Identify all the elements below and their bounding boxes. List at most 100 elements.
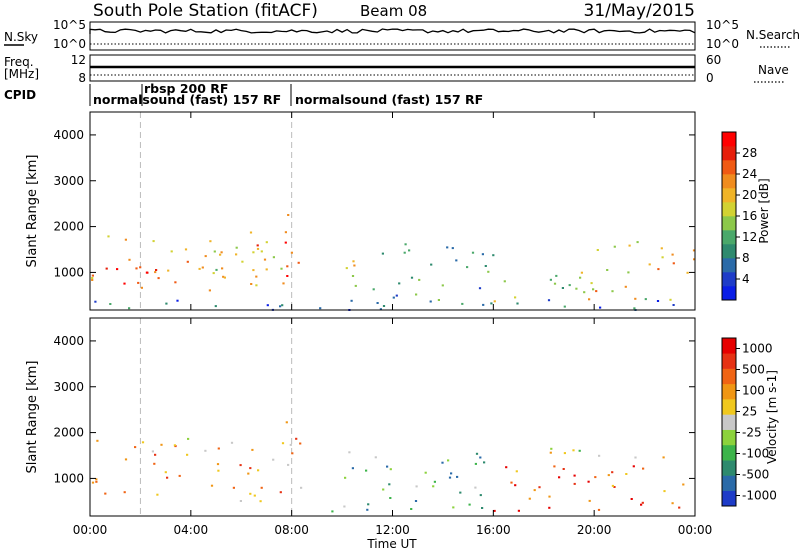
data-cell: [493, 509, 496, 512]
velocity-colorbar: 1000 500 100 25 -25 -100 -500 -1000: [721, 337, 777, 507]
data-cell: [682, 483, 685, 486]
data-cell: [441, 284, 444, 287]
data-cell: [350, 299, 353, 302]
data-cell: [613, 486, 616, 488]
data-cell: [257, 469, 260, 472]
data-cell: [241, 260, 244, 263]
data-cell: [263, 258, 267, 261]
data-cell: [165, 302, 168, 305]
data-cell: [461, 302, 464, 305]
cpid-segment-1: normalsound (fast) 157 RF: [93, 92, 281, 107]
data-cell: [389, 497, 392, 499]
colorbar-swatch: [722, 490, 736, 507]
data-cell: [167, 269, 170, 272]
data-cell: [450, 472, 453, 475]
data-cell: [208, 289, 211, 292]
data-cell: [372, 288, 375, 291]
data-cell: [459, 491, 462, 494]
nave-tick-top: 60: [706, 53, 721, 67]
colorbar-tick-label: -1000: [742, 489, 777, 503]
data-cell: [247, 472, 250, 475]
data-cell: [287, 214, 290, 216]
velocity-plot-area: [90, 318, 695, 516]
cpid-segment-3: normalsound (fast) 157 RF: [295, 92, 483, 107]
data-cell: [642, 467, 645, 470]
data-cell: [686, 271, 689, 274]
data-cell: [671, 502, 674, 505]
data-cell: [281, 442, 285, 445]
data-cell: [514, 484, 517, 487]
data-cell: [230, 441, 234, 444]
data-cell: [279, 305, 282, 308]
x-tick-label: 08:00: [274, 523, 309, 537]
colorbar-swatch: [722, 429, 736, 446]
data-cell: [265, 241, 268, 244]
data-cell: [410, 276, 414, 279]
colorbar-tick-label: 20: [742, 188, 757, 202]
data-cell: [286, 265, 289, 268]
x-tick-label: 12:00: [375, 523, 410, 537]
power-panel: 1000 2000 3000 4000 Slant Range [km] 4 8 12 16…: [25, 111, 771, 311]
data-cell: [209, 240, 212, 243]
data-cell: [588, 499, 591, 502]
data-cell: [468, 503, 471, 506]
data-cell: [239, 464, 242, 467]
colorbar-swatch: [722, 414, 736, 430]
velocity-cells: [91, 318, 685, 516]
data-cell: [255, 275, 258, 278]
data-cell: [663, 490, 666, 493]
colorbar-swatch: [722, 244, 736, 259]
data-cell: [481, 507, 484, 509]
data-cell: [572, 449, 575, 452]
data-cell: [395, 294, 398, 297]
data-cell: [249, 231, 253, 234]
data-cell: [415, 293, 418, 296]
data-cell: [155, 269, 158, 271]
data-cell: [286, 275, 289, 277]
data-cell: [164, 471, 167, 474]
colorbar-frame: [721, 337, 737, 507]
data-cell: [280, 267, 283, 270]
velocity-y-ticks: 1000 2000 3000 4000: [53, 334, 695, 485]
data-cell: [636, 241, 639, 244]
data-cell: [563, 305, 566, 308]
data-cell: [630, 498, 633, 500]
data-cell: [456, 475, 459, 478]
data-cell: [351, 467, 354, 470]
data-cell: [693, 258, 696, 261]
data-cell: [538, 486, 541, 489]
data-cell: [563, 452, 566, 455]
data-cell: [198, 267, 201, 270]
data-cell: [128, 258, 131, 261]
data-cell: [91, 481, 95, 484]
data-cell: [660, 247, 663, 250]
data-cell: [672, 262, 675, 265]
nave-tick-bottom: 0: [706, 71, 714, 85]
data-cell: [249, 492, 252, 495]
data-cell: [232, 486, 235, 489]
nsky-tick-bottom: 10^0: [53, 37, 86, 51]
x-tick-label: 04:00: [174, 523, 209, 537]
data-cell: [170, 250, 173, 253]
data-cell: [255, 284, 258, 287]
nsearch-tick-top: 10^5: [706, 18, 739, 32]
data-cell: [157, 277, 160, 280]
data-cell: [573, 474, 576, 477]
velocity-y-axis-label: Slant Range [km]: [25, 361, 40, 474]
data-cell: [95, 478, 98, 481]
data-cell: [382, 305, 386, 307]
data-cell: [160, 443, 163, 446]
x-tick-label: 20:00: [577, 523, 612, 537]
data-cell: [331, 510, 334, 513]
data-cell: [365, 469, 368, 472]
colorbar-swatch: [722, 338, 736, 354]
y-tick-label: 1000: [53, 471, 84, 485]
data-cell: [178, 474, 181, 477]
data-cell: [441, 461, 444, 464]
colorbar-swatch: [722, 444, 736, 461]
cpid-label: CPID: [4, 88, 36, 102]
y-tick-label: 2000: [53, 426, 84, 440]
data-cell: [408, 249, 411, 252]
colorbar-swatch: [722, 272, 736, 287]
data-cell: [561, 287, 564, 289]
